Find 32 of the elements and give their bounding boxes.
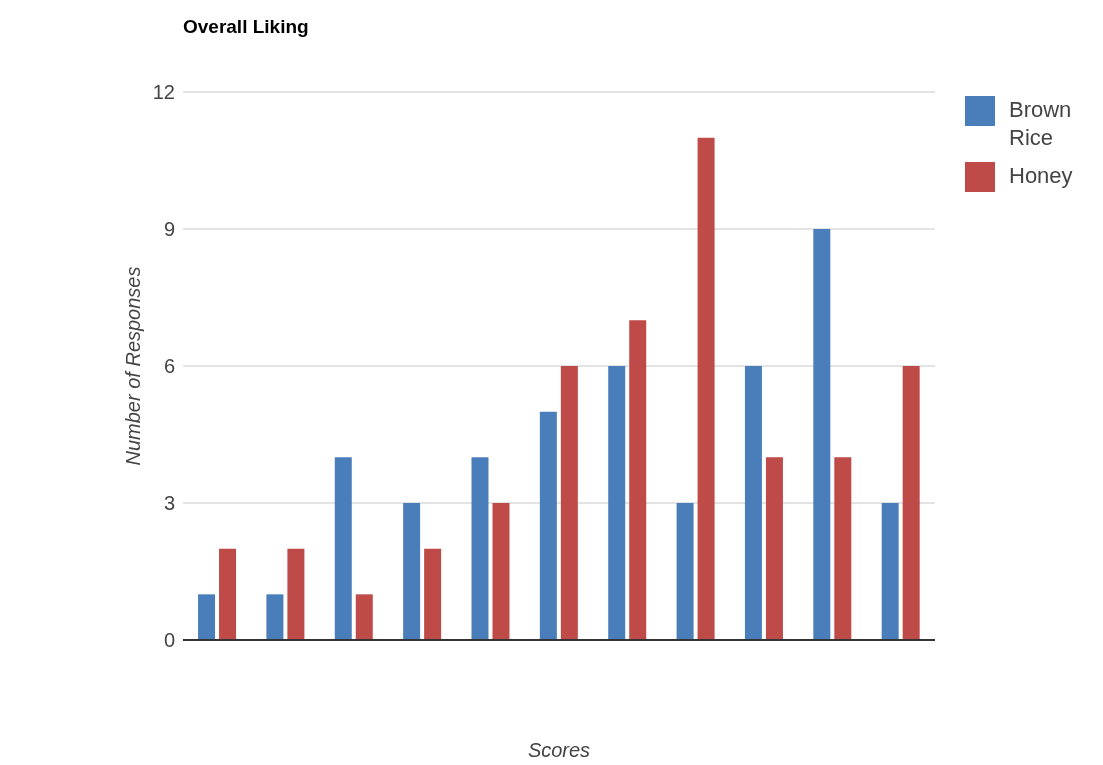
bar <box>676 503 694 640</box>
bar <box>539 411 557 640</box>
bar <box>334 457 352 640</box>
bar <box>198 594 216 640</box>
y-tick-label: 12 <box>152 81 175 104</box>
bar <box>424 548 442 640</box>
bar <box>744 366 762 640</box>
y-tick-label: 9 <box>163 218 175 241</box>
bar <box>287 548 305 640</box>
x-axis-title: Scores <box>527 738 591 762</box>
bar <box>355 594 373 640</box>
y-tick-label: 0 <box>163 629 175 652</box>
bar <box>765 457 783 640</box>
bar <box>834 457 852 640</box>
bar <box>403 503 421 640</box>
bar <box>608 366 626 640</box>
legend-label: Honey <box>1009 162 1074 190</box>
y-tick-label: 3 <box>163 492 175 515</box>
bar <box>629 320 647 640</box>
bar <box>902 366 920 640</box>
bar <box>881 503 899 640</box>
bar <box>219 548 237 640</box>
y-tick-label: 6 <box>163 355 175 378</box>
bar <box>697 137 715 640</box>
y-axis-title: Number of Responses <box>121 266 145 466</box>
bar <box>266 594 284 640</box>
bar <box>492 503 510 640</box>
chart-title: Overall Liking <box>183 16 309 38</box>
bar <box>813 229 831 640</box>
legend-label: Brown Rice <box>1009 96 1073 152</box>
bar <box>560 366 578 640</box>
bar <box>471 457 489 640</box>
